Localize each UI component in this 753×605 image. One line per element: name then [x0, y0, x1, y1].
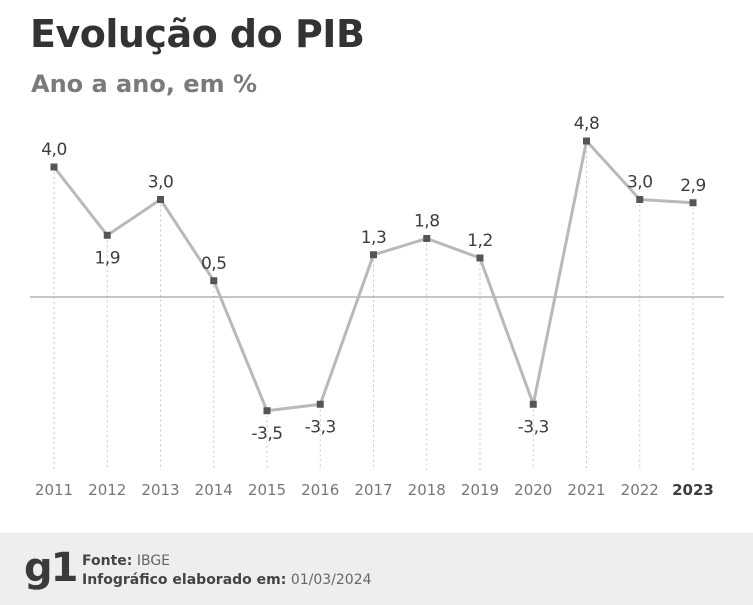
g1-logo: g1	[24, 545, 78, 591]
source-block: Fonte: IBGE Infográfico elaborado em: 01…	[82, 552, 372, 590]
x-tick-label: 2012	[88, 481, 126, 499]
data-label: -3,5	[251, 424, 282, 444]
x-tick-label: 2011	[35, 481, 73, 499]
x-tick-label: 2015	[248, 481, 286, 499]
data-point	[689, 199, 697, 207]
x-tick-label: 2017	[354, 481, 392, 499]
x-tick-label: 2020	[514, 481, 552, 499]
footer: g1 Fonte: IBGE Infográfico elaborado em:…	[0, 533, 753, 605]
data-label: 1,8	[414, 212, 440, 232]
chart-title: Evolução do PIB	[30, 12, 365, 56]
data-point	[50, 163, 58, 171]
x-tick-label: 2013	[141, 481, 179, 499]
chart-subtitle: Ano a ano, em %	[31, 70, 257, 98]
data-label: 1,2	[467, 231, 493, 251]
data-point	[423, 235, 431, 242]
data-point	[636, 196, 644, 203]
data-label: 0,5	[201, 254, 227, 274]
source-label: Fonte:	[82, 553, 133, 569]
x-tick-label: 2023	[672, 481, 714, 499]
data-label: 3,0	[627, 173, 653, 193]
x-tick-label: 2019	[461, 481, 499, 499]
x-tick-label: 2022	[621, 481, 659, 499]
data-point	[103, 231, 111, 239]
data-point	[316, 400, 324, 408]
source-value: IBGE	[136, 553, 171, 569]
data-point	[263, 407, 271, 415]
data-label: 1,9	[94, 248, 120, 268]
x-tick-label: 2021	[567, 481, 605, 499]
x-tick-label: 2018	[408, 481, 446, 499]
data-label: 4,0	[41, 140, 67, 160]
date-value: 01/03/2024	[290, 572, 372, 588]
x-tick-label: 2014	[195, 481, 233, 499]
data-point	[370, 251, 377, 259]
data-point	[583, 137, 590, 145]
data-point	[529, 400, 537, 408]
x-tick-label: 2016	[301, 481, 339, 499]
data-label: 2,9	[680, 176, 706, 196]
data-point	[210, 277, 218, 285]
data-label: 1,3	[361, 228, 387, 248]
data-label: 3,0	[148, 173, 174, 193]
data-label: -3,3	[518, 417, 549, 437]
gdp-line-chart: 4,0 2011 1,9 2012 3,0 2013 0,5 2014 -3,5 2015 -3,3…	[30, 114, 724, 499]
data-label: 4,8	[574, 114, 600, 134]
date-label: Infográfico elaborado em:	[82, 572, 287, 588]
data-label: -3,3	[305, 417, 336, 437]
data-point	[476, 254, 484, 262]
data-point	[157, 196, 164, 203]
